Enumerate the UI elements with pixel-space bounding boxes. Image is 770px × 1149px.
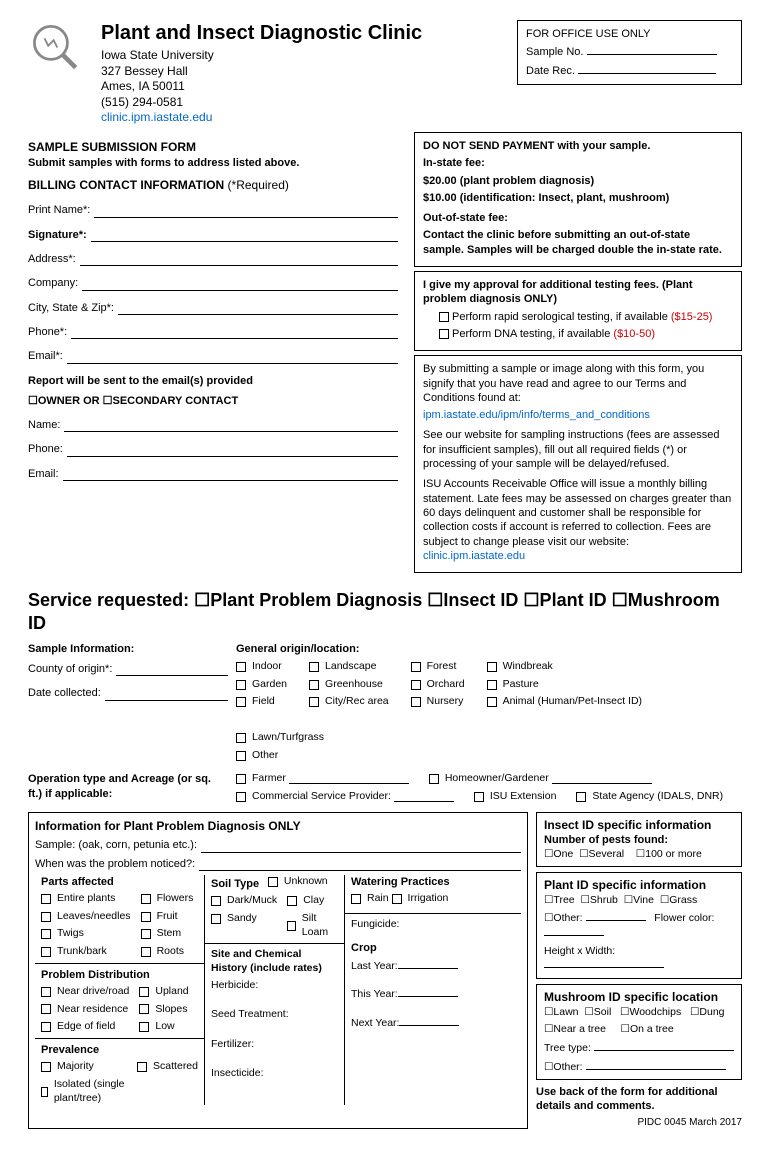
date-collected-field[interactable] [105, 689, 228, 701]
date-rec-label: Date Rec. [526, 65, 575, 77]
signature-label: Signature*: [28, 228, 87, 242]
header: Plant and Insect Diagnostic Clinic Iowa … [28, 20, 742, 126]
right-column: DO NOT SEND PAYMENT with your sample. In… [414, 132, 742, 577]
terms-box: By submitting a sample or image along wi… [414, 355, 742, 573]
addr1: 327 Bessey Hall [101, 64, 422, 80]
county-field[interactable] [116, 664, 228, 676]
signature-field[interactable] [91, 230, 398, 242]
phone2-field[interactable] [67, 445, 398, 457]
outstate-label: Out-of-state fee: [423, 211, 733, 225]
instate-label: In-state fee: [423, 156, 733, 170]
clinic-info: Plant and Insect Diagnostic Clinic Iowa … [101, 20, 422, 126]
sample-no-field[interactable] [587, 54, 717, 55]
phone2-label: Phone: [28, 442, 63, 456]
plant-diag-title: Information for Plant Problem Diagnosis … [35, 819, 521, 835]
phone-field[interactable] [71, 327, 398, 339]
approval-cb2[interactable] [439, 329, 449, 339]
general-origin-label: General origin/location: [236, 642, 742, 656]
fee1: $20.00 (plant problem diagnosis) [423, 174, 733, 188]
plant-diag-box: Information for Plant Problem Diagnosis … [28, 812, 528, 1129]
fee2: $10.00 (identification: Insect, plant, m… [423, 191, 733, 205]
address-field[interactable] [80, 254, 398, 266]
plant-id-box: Plant ID specific information ☐Tree ☐Shr… [536, 872, 742, 979]
csz-label: City, State & Zip*: [28, 301, 114, 315]
report-note: Report will be sent to the email(s) prov… [28, 374, 398, 388]
email-label: Email*: [28, 349, 63, 363]
phone-label: Phone*: [28, 325, 67, 339]
sample-info-label: Sample Information: [28, 642, 228, 656]
left-column: SAMPLE SUBMISSION FORM Submit samples wi… [28, 132, 398, 577]
form-instruction: Submit samples with forms to address lis… [28, 156, 398, 170]
email2-label: Email: [28, 467, 59, 481]
footer: Use back of the form for additional deta… [536, 1085, 742, 1114]
date-rec-field[interactable] [578, 73, 716, 74]
approval-box: I give my approval for additional testin… [414, 271, 742, 351]
operation-title: Operation type and Acreage (or sq. ft.) … [28, 772, 228, 803]
office-title: FOR OFFICE USE ONLY [526, 27, 733, 41]
clinic-title: Plant and Insect Diagnostic Clinic [101, 20, 422, 46]
sample-no-label: Sample No. [526, 46, 583, 58]
name2-field[interactable] [64, 420, 398, 432]
phone: (515) 294-0581 [101, 95, 422, 111]
print-name-field[interactable] [94, 206, 398, 218]
terms-url[interactable]: ipm.iastate.edu/ipm/info/terms_and_condi… [423, 408, 733, 422]
terms-line3: ISU Accounts Receivable Office will issu… [423, 477, 733, 563]
email2-field[interactable] [63, 469, 398, 481]
approval-cb1[interactable] [439, 312, 449, 322]
footer-code: PIDC 0045 March 2017 [536, 1116, 742, 1129]
clinic-url[interactable]: clinic.ipm.iastate.edu [101, 110, 422, 126]
address-label: Address*: [28, 252, 76, 266]
outstate-note: Contact the clinic before submitting an … [423, 228, 733, 257]
company-label: Company: [28, 276, 78, 290]
org: Iowa State University [101, 48, 422, 64]
company-field[interactable] [82, 279, 398, 291]
location-grid: Indoor Garden Field Landscape Greenhouse… [236, 660, 742, 762]
mushroom-id-box: Mushroom ID specific location ☐Lawn ☐Soi… [536, 984, 742, 1080]
service-title: Service requested: ☐Plant Problem Diagno… [28, 589, 742, 636]
email-field[interactable] [67, 352, 398, 364]
insect-id-box: Insect ID specific information Number of… [536, 812, 742, 868]
office-box: FOR OFFICE USE ONLY Sample No. Date Rec. [517, 20, 742, 85]
id-boxes: Insect ID specific information Number of… [536, 812, 742, 1129]
print-name-label: Print Name*: [28, 203, 90, 217]
payment-title: DO NOT SEND PAYMENT with your sample. [423, 139, 733, 153]
name2-label: Name: [28, 418, 60, 432]
approval-title: I give my approval for additional testin… [423, 278, 733, 307]
logo-icon [28, 20, 83, 75]
owner-contact: ☐OWNER OR ☐SECONDARY CONTACT [28, 394, 398, 408]
payment-box: DO NOT SEND PAYMENT with your sample. In… [414, 132, 742, 267]
terms-line1: By submitting a sample or image along wi… [423, 362, 733, 405]
csz-field[interactable] [118, 303, 398, 315]
addr2: Ames, IA 50011 [101, 79, 422, 95]
operation-row: Operation type and Acreage (or sq. ft.) … [28, 772, 742, 803]
form-title: SAMPLE SUBMISSION FORM [28, 140, 398, 156]
billing-title: BILLING CONTACT INFORMATION (*Required) [28, 178, 398, 194]
terms-line2: See our website for sampling instruction… [423, 428, 733, 471]
sample-info-row: Sample Information: County of origin*: D… [28, 642, 742, 763]
